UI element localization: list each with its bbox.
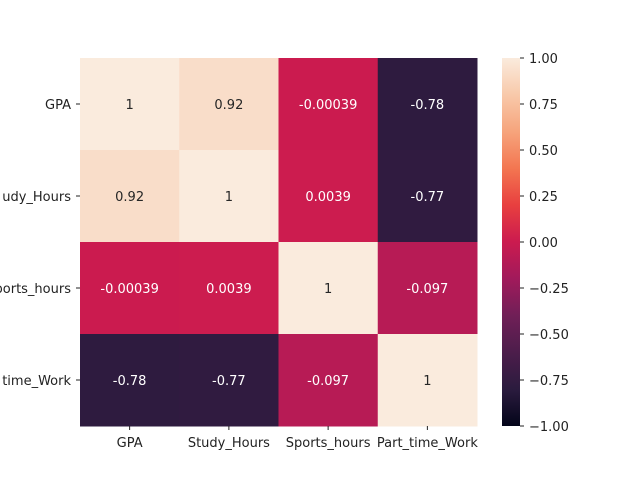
- cell-annotation: -0.78: [113, 374, 147, 389]
- cell-annotation: 0.92: [214, 98, 243, 113]
- y-axis-ticks: GPA udy_Hours ports_hours time_Work: [0, 98, 80, 389]
- cell-annotation: -0.097: [307, 374, 349, 389]
- heatmap-cell: [179, 150, 279, 243]
- x-axis-ticks: GPA Study_Hours Sports_hours Part_time_Work: [117, 426, 478, 451]
- heatmap-cell: [80, 150, 180, 243]
- colorbar-tick-label: 0.00: [529, 236, 558, 251]
- cell-annotation: 0.92: [115, 190, 144, 205]
- cell-annotation: 1: [324, 282, 332, 297]
- cell-annotation: 0.0039: [305, 190, 351, 205]
- colorbar-tick-label: 1.00: [529, 52, 558, 67]
- y-tick-label: ports_hours: [0, 282, 71, 297]
- x-tick-label: Sports_hours: [286, 436, 371, 451]
- heatmap-cell: [278, 334, 379, 427]
- heatmap-cell: [80, 242, 180, 335]
- cell-annotation: 1: [125, 98, 133, 113]
- cell-annotation: -0.78: [411, 98, 445, 113]
- colorbar-tick-label: −0.25: [529, 282, 569, 297]
- heatmap-cell: [377, 242, 478, 335]
- x-tick-label: Study_Hours: [188, 436, 270, 451]
- cell-annotations: 1 0.92 -0.00039 -0.78 0.92 1 0.0039 -0.77 -0.000…: [100, 98, 448, 389]
- colorbar-ticks: 1.00 0.75 0.50 0.25 0.00 −0.25 −0.50 −0.75 −1.00: [520, 52, 569, 435]
- colorbar-tick-label: −0.50: [529, 328, 569, 343]
- heatmap-cell: [278, 58, 379, 151]
- heatmap-cell: [377, 58, 478, 151]
- cell-annotation: -0.00039: [299, 98, 357, 113]
- heatmap-cell: [80, 334, 180, 427]
- heatmap-cell: [179, 334, 279, 427]
- heatmap-cell: [179, 58, 279, 151]
- heatmap-cell: [377, 150, 478, 243]
- cell-annotation: 0.0039: [206, 282, 252, 297]
- heatmap-cell: [377, 334, 478, 427]
- heatmap-cells: [80, 58, 478, 427]
- colorbar-tick-label: 0.25: [529, 190, 558, 205]
- heatmap-cell: [278, 242, 379, 335]
- y-tick-label: time_Work: [2, 374, 71, 389]
- cell-annotation: 1: [225, 190, 233, 205]
- x-tick-label: GPA: [117, 436, 143, 451]
- colorbar-tick-label: 0.50: [529, 144, 558, 159]
- cell-annotation: -0.77: [411, 190, 445, 205]
- y-tick-label: GPA: [45, 98, 71, 113]
- cell-annotation: 1: [423, 374, 431, 389]
- heatmap-cell: [179, 242, 279, 335]
- colorbar-tick-label: −0.75: [529, 374, 569, 389]
- y-tick-label: udy_Hours: [2, 190, 71, 205]
- heatmap-cell: [278, 150, 379, 243]
- cell-annotation: -0.097: [406, 282, 448, 297]
- colorbar-tick-label: −1.00: [529, 420, 569, 435]
- colorbar-tick-label: 0.75: [529, 98, 558, 113]
- x-tick-label: Part_time_Work: [377, 436, 478, 451]
- colorbar: [502, 58, 520, 426]
- cell-annotation: -0.00039: [100, 282, 158, 297]
- cell-annotation: -0.77: [212, 374, 246, 389]
- heatmap-cell: [80, 58, 180, 151]
